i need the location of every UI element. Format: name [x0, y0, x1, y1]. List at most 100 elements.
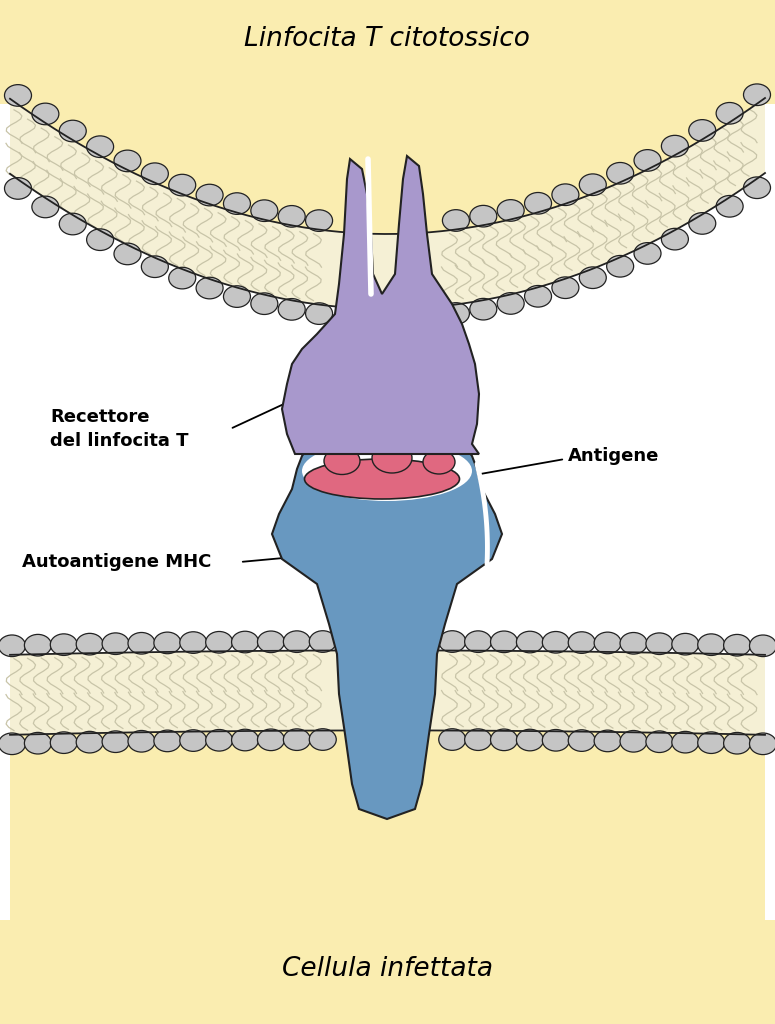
Ellipse shape	[278, 299, 305, 321]
Ellipse shape	[114, 243, 141, 265]
Ellipse shape	[698, 634, 725, 655]
Polygon shape	[282, 156, 479, 454]
Ellipse shape	[278, 206, 305, 227]
Ellipse shape	[470, 206, 497, 227]
Ellipse shape	[302, 441, 472, 501]
Ellipse shape	[470, 298, 497, 319]
Ellipse shape	[607, 255, 634, 278]
Ellipse shape	[516, 729, 543, 751]
Ellipse shape	[542, 729, 570, 751]
Ellipse shape	[50, 732, 78, 754]
Ellipse shape	[743, 84, 770, 105]
Ellipse shape	[607, 163, 634, 184]
Ellipse shape	[141, 256, 168, 278]
Ellipse shape	[257, 631, 284, 652]
Ellipse shape	[689, 213, 716, 234]
Polygon shape	[10, 650, 765, 735]
Ellipse shape	[646, 731, 673, 753]
Ellipse shape	[423, 450, 455, 474]
Polygon shape	[10, 98, 765, 309]
Ellipse shape	[620, 633, 647, 654]
Ellipse shape	[724, 635, 751, 656]
Text: Cellula infettata: Cellula infettata	[281, 956, 492, 982]
Ellipse shape	[743, 177, 770, 199]
Ellipse shape	[251, 293, 277, 314]
Ellipse shape	[661, 135, 688, 157]
Ellipse shape	[620, 730, 647, 752]
Ellipse shape	[223, 193, 250, 214]
Ellipse shape	[309, 729, 336, 751]
Bar	[0, 0, 775, 104]
Ellipse shape	[102, 633, 129, 654]
Ellipse shape	[634, 243, 661, 264]
Ellipse shape	[498, 200, 524, 221]
Ellipse shape	[5, 177, 32, 200]
Text: Autoantigene MHC: Autoantigene MHC	[22, 553, 212, 571]
Ellipse shape	[284, 729, 310, 751]
Ellipse shape	[568, 632, 595, 653]
Ellipse shape	[305, 210, 332, 231]
Ellipse shape	[284, 631, 310, 652]
Ellipse shape	[59, 213, 86, 234]
Ellipse shape	[128, 730, 155, 752]
Ellipse shape	[305, 303, 332, 325]
Ellipse shape	[516, 631, 543, 653]
Ellipse shape	[443, 210, 470, 231]
Ellipse shape	[646, 633, 673, 654]
Ellipse shape	[128, 633, 155, 654]
Ellipse shape	[372, 443, 412, 473]
Ellipse shape	[525, 286, 552, 307]
Ellipse shape	[672, 731, 699, 753]
Ellipse shape	[102, 731, 129, 753]
Ellipse shape	[324, 447, 360, 474]
Ellipse shape	[169, 174, 196, 196]
Polygon shape	[10, 730, 765, 1024]
Ellipse shape	[634, 150, 661, 171]
Ellipse shape	[76, 634, 103, 655]
Ellipse shape	[672, 634, 699, 655]
Ellipse shape	[443, 303, 470, 325]
Ellipse shape	[180, 730, 207, 752]
Ellipse shape	[552, 184, 579, 206]
Ellipse shape	[749, 635, 775, 656]
Ellipse shape	[439, 631, 466, 652]
Ellipse shape	[594, 632, 621, 653]
Ellipse shape	[154, 730, 181, 752]
Ellipse shape	[205, 632, 232, 653]
Ellipse shape	[87, 229, 114, 251]
Ellipse shape	[169, 267, 196, 289]
Ellipse shape	[716, 102, 743, 124]
Ellipse shape	[180, 632, 207, 653]
Ellipse shape	[5, 85, 32, 106]
Ellipse shape	[232, 729, 259, 751]
Ellipse shape	[716, 196, 743, 217]
Ellipse shape	[59, 120, 86, 142]
Ellipse shape	[114, 151, 141, 172]
Ellipse shape	[24, 635, 51, 656]
Bar	[0, 920, 775, 1024]
Ellipse shape	[689, 120, 716, 141]
Ellipse shape	[76, 731, 103, 753]
Ellipse shape	[32, 197, 59, 218]
Ellipse shape	[50, 634, 78, 655]
Ellipse shape	[196, 278, 223, 299]
Ellipse shape	[0, 733, 26, 755]
Ellipse shape	[749, 733, 775, 755]
Ellipse shape	[552, 276, 579, 299]
Ellipse shape	[196, 184, 223, 206]
Ellipse shape	[579, 174, 606, 196]
Ellipse shape	[661, 228, 688, 250]
Ellipse shape	[32, 103, 59, 125]
Ellipse shape	[491, 729, 518, 751]
Polygon shape	[10, 0, 765, 234]
Ellipse shape	[141, 163, 168, 184]
Ellipse shape	[491, 631, 518, 652]
Ellipse shape	[439, 729, 466, 751]
Ellipse shape	[594, 730, 621, 752]
Ellipse shape	[568, 730, 595, 752]
Text: Recettore
del linfocita T: Recettore del linfocita T	[50, 409, 188, 450]
Ellipse shape	[579, 267, 606, 289]
Ellipse shape	[257, 729, 284, 751]
Ellipse shape	[305, 459, 460, 499]
Ellipse shape	[205, 729, 232, 751]
